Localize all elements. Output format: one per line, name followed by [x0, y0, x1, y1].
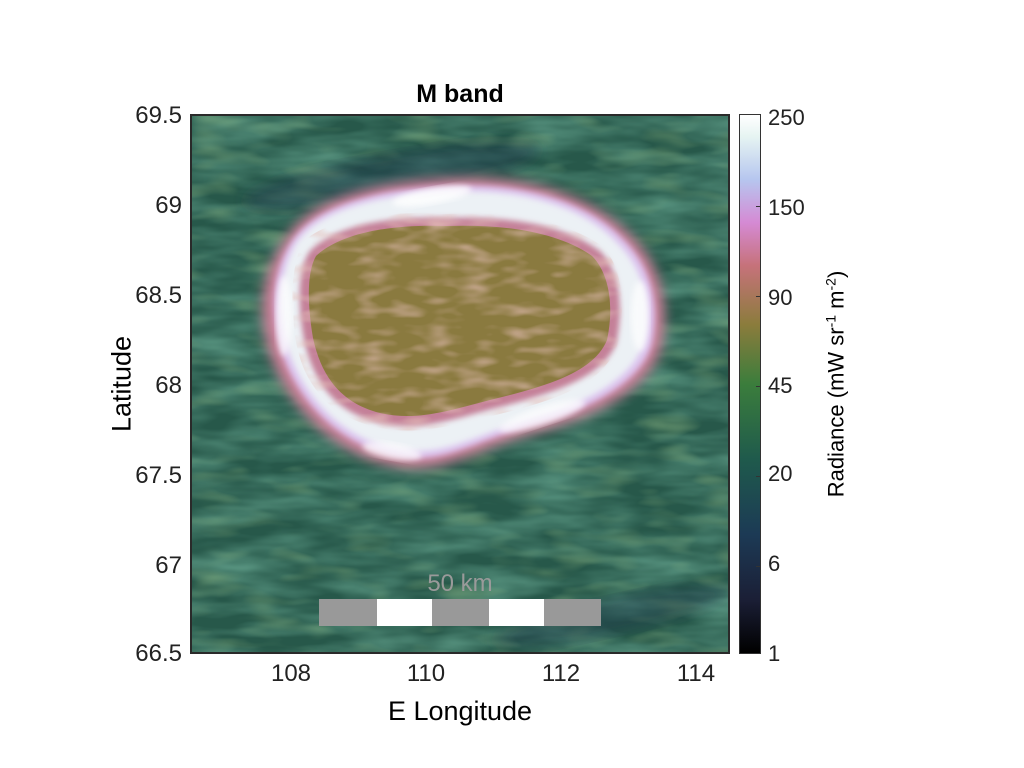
colorbar-tick-mark	[756, 296, 761, 297]
colorbar-label: Radiance (mW sr-1 m-2)	[822, 271, 849, 498]
colorbar-tick-mark	[756, 566, 761, 567]
y-axis-label: Latitude	[106, 335, 137, 433]
x-tick: 114	[676, 660, 716, 687]
colorbar-tick-mark	[756, 206, 761, 207]
y-tick: 69.5	[135, 102, 182, 129]
scale-bar-segment	[432, 599, 489, 626]
y-tick: 67	[155, 552, 182, 579]
heatmap-image	[192, 116, 728, 652]
colorbar-tick: 1	[768, 641, 781, 666]
scale-bar	[319, 599, 601, 626]
colorbar-tick: 150	[768, 195, 805, 220]
colorbar-label-exp2: -2	[822, 278, 839, 291]
colorbar-tick: 45	[768, 373, 793, 398]
y-tick: 68	[155, 372, 182, 399]
colorbar-label-exp1: -1	[822, 314, 839, 328]
colorbar-tick: 20	[768, 461, 793, 486]
colorbar-label-main: Radiance (mW sr	[823, 327, 849, 498]
chart-title: M band	[416, 80, 504, 108]
x-tick: 112	[541, 660, 581, 687]
scale-bar-segment	[489, 599, 544, 626]
colorbar	[739, 114, 761, 654]
colorbar-label-end: )	[823, 270, 849, 279]
scale-bar-segment	[319, 599, 377, 626]
colorbar-tick-mark	[756, 386, 761, 387]
scale-bar-segment	[544, 599, 601, 626]
y-tick: 66.5	[135, 640, 182, 667]
heatmap-plot-area	[190, 114, 730, 654]
y-tick: 67.5	[135, 462, 182, 489]
colorbar-tick: 6	[768, 551, 781, 576]
colorbar-tick: 90	[768, 285, 793, 310]
colorbar-label-mid: m	[823, 290, 849, 315]
x-tick: 108	[270, 660, 312, 687]
x-tick: 110	[406, 660, 446, 687]
scale-bar-segment	[377, 599, 432, 626]
y-tick: 68.5	[135, 282, 182, 309]
x-axis-label: E Longitude	[387, 696, 533, 726]
colorbar-tick-mark	[756, 476, 761, 477]
scale-bar-label: 50 km	[427, 570, 493, 597]
y-tick: 69	[155, 192, 182, 219]
colorbar-tick: 250	[768, 105, 805, 130]
